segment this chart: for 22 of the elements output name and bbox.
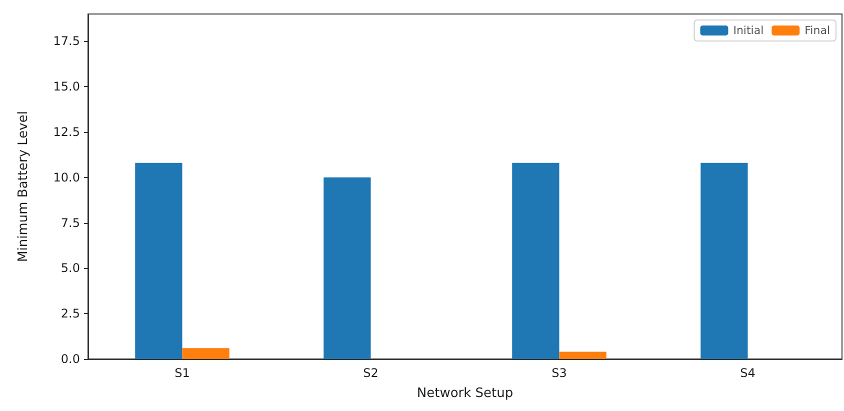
y-tick-label: 17.5 (53, 34, 80, 48)
y-tick-label: 15.0 (53, 80, 80, 94)
x-axis-title: Network Setup (416, 386, 514, 401)
y-tick-label: 12.5 (53, 125, 80, 140)
x-tick-label: S3 (552, 366, 567, 380)
x-tick-label: S4 (740, 366, 756, 380)
bar (324, 177, 371, 359)
legend-label: Initial (733, 24, 764, 37)
y-tick-label: 5.0 (60, 261, 80, 276)
y-tick-label: 7.5 (60, 216, 80, 230)
x-tick-label: S1 (174, 366, 190, 380)
bar (135, 162, 182, 359)
bar (512, 162, 560, 359)
y-tick-label: 10.0 (53, 170, 80, 184)
bar (700, 162, 748, 359)
y-tick-label: 0.0 (60, 352, 80, 366)
y-tick-label: 2.5 (60, 306, 80, 321)
bar (182, 348, 230, 359)
bar (559, 352, 606, 359)
y-axis-title: Minimum Battery Level (16, 111, 31, 262)
legend-label: Final (804, 24, 830, 37)
x-tick-label: S2 (363, 366, 378, 380)
